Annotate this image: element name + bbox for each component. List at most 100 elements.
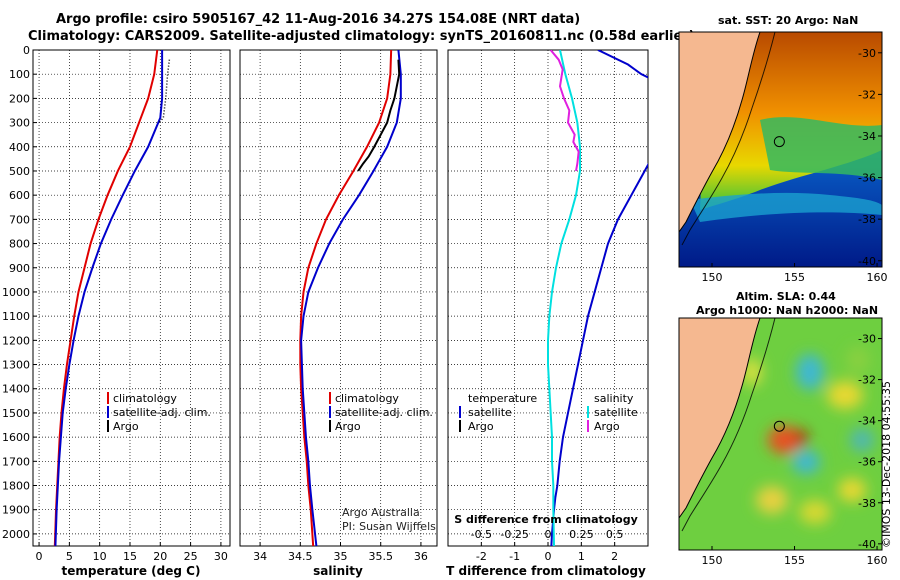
temperature-legend-satellite: satellite-adj. clim. xyxy=(113,406,211,419)
x-tick-label-0: 0 xyxy=(36,550,43,563)
lat-tick-label-5: -40 xyxy=(858,255,876,268)
sla-lat-ticks: -30 -32 -34 -36 -38 -40 xyxy=(858,333,882,551)
difference-axis-label: T difference from climatology xyxy=(446,564,646,578)
depth-tick-label-1700: 1700 xyxy=(2,455,30,468)
x2-tick-label-0: -0.5 xyxy=(471,528,492,541)
difference-legend-temperature-header: temperature xyxy=(468,392,537,405)
x2-tick-label-2: 0 xyxy=(545,528,552,541)
difference-legend-temp-argo: Argo xyxy=(468,420,494,433)
x-tick-label-2: 35 xyxy=(334,550,348,563)
x-tick-label-2: 10 xyxy=(93,550,107,563)
depth-tick-label-1800: 1800 xyxy=(2,480,30,493)
x-tick-label-6: 30 xyxy=(214,550,228,563)
series-line-temperature-satellite xyxy=(597,50,648,79)
difference-legend-sal-satellite: satellite xyxy=(594,406,638,419)
depth-axis: 0 100 200 300 400 500 600 700 800 900 1000 1100 1200… xyxy=(2,44,37,541)
credit-line-2: PI: Susan Wijffels xyxy=(342,520,436,533)
series-line-salinity-argo xyxy=(549,50,580,172)
depth-tick-label-1600: 1600 xyxy=(2,431,30,444)
salinity-axis-label: salinity xyxy=(313,564,363,578)
salinity-panel-frame xyxy=(239,49,438,547)
x-tick-label-4: 20 xyxy=(153,550,167,563)
depth-tick-label-1200: 1200 xyxy=(2,334,30,347)
sst-lon-ticks: 150 155 160 xyxy=(702,263,888,284)
difference-legend-salinity-header: salinity xyxy=(594,392,634,405)
depth-tick-label-100: 100 xyxy=(9,68,30,81)
lat-tick-label-0: -30 xyxy=(858,333,876,346)
imos-timestamp: ©IMOS 13-Dec-2018 04:55:35 xyxy=(880,381,893,548)
salinity-legend-climatology: climatology xyxy=(335,392,399,405)
lat-tick-label-2: -34 xyxy=(858,415,876,428)
lon-tick-label-0: 150 xyxy=(702,554,723,567)
lon-tick-label-2: 160 xyxy=(867,271,888,284)
title-line-2: Climatology: CARS2009. Satellite-adjuste… xyxy=(28,29,695,44)
x-tick-label-3: 1 xyxy=(578,550,585,563)
depth-tick-label-300: 300 xyxy=(9,117,30,130)
temperature-legend-climatology: climatology xyxy=(113,392,177,405)
sla-lon-ticks: 150 155 160 xyxy=(702,546,888,567)
temperature-legend-argo: Argo xyxy=(113,420,139,433)
lat-tick-label-3: -36 xyxy=(858,456,876,469)
sla-map: -30 -32 -34 -36 -38 -40 150 155 160 xyxy=(678,317,888,567)
x2-tick-label-4: 0.5 xyxy=(606,528,624,541)
depth-tick-label-400: 400 xyxy=(9,141,30,154)
series-line-climatology xyxy=(299,50,393,546)
depth-tick-label-2000: 2000 xyxy=(2,528,30,541)
x-tick-label-3: 35.5 xyxy=(368,550,393,563)
x-tick-label-5: 25 xyxy=(184,550,198,563)
depth-tick-label-1100: 1100 xyxy=(2,310,30,323)
difference-x-axis: -2 -1 0 1 2 -0.5 -0.25 0 0.25 0.5 xyxy=(471,528,624,563)
sst-map: -30 -32 -34 -36 -38 -40 150 155 160 xyxy=(678,31,888,284)
sla-map-title-line-1: Altim. SLA: 0.44 xyxy=(736,290,836,303)
depth-tick-label-1900: 1900 xyxy=(2,504,30,517)
lon-tick-label-0: 150 xyxy=(702,271,723,284)
x2-tick-label-3: 0.25 xyxy=(569,528,594,541)
depth-tick-label-700: 700 xyxy=(9,213,30,226)
depth-tick-label-600: 600 xyxy=(9,189,30,202)
x-tick-label-4: 36 xyxy=(414,550,428,563)
temperature-axis-label: temperature (deg C) xyxy=(62,564,201,578)
temperature-panel-frame xyxy=(32,49,231,547)
lon-tick-label-2: 160 xyxy=(867,554,888,567)
depth-tick-label-500: 500 xyxy=(9,165,30,178)
credit-block: Argo Australia PI: Susan Wijffels xyxy=(342,506,436,534)
credit-line-1: Argo Australia xyxy=(342,506,420,519)
sla-map-title-line-2: Argo h1000: NaN h2000: NaN xyxy=(696,304,879,317)
difference-legend-sal-argo: Argo xyxy=(594,420,620,433)
salinity-legend-satellite: satellite-adj. clim. xyxy=(335,406,433,419)
temperature-series xyxy=(53,50,171,546)
x-tick-label-1: 34.5 xyxy=(288,550,313,563)
depth-tick-label-1400: 1400 xyxy=(2,383,30,396)
series-line-argo xyxy=(357,59,401,172)
lon-tick-label-1: 155 xyxy=(784,271,805,284)
depth-tick-label-1000: 1000 xyxy=(2,286,30,299)
depth-tick-label-800: 800 xyxy=(9,238,30,251)
sst-map-title: sat. SST: 20 Argo: NaN xyxy=(718,14,859,27)
temperature-x-axis: 0 5 10 15 20 25 30 xyxy=(36,542,228,563)
difference-legend-temp-satellite: satellite xyxy=(468,406,512,419)
depth-tick-label-1300: 1300 xyxy=(2,359,30,372)
x2-tick-label-1: -0.25 xyxy=(500,528,528,541)
series-line-satellite-adj-clim- xyxy=(300,50,402,546)
sst-float-position-marker xyxy=(773,136,785,148)
salinity-legend-argo: Argo xyxy=(335,420,361,433)
series-line-salinity-satellite xyxy=(547,50,581,546)
salinity-legend: climatology satellite-adj. clim. Argo xyxy=(329,392,433,433)
lon-tick-label-1: 155 xyxy=(784,554,805,567)
depth-tick-label-900: 900 xyxy=(9,262,30,275)
x-tick-label-0: 34 xyxy=(253,550,267,563)
difference-grid xyxy=(448,49,648,546)
difference-series xyxy=(547,50,648,546)
salinity-x-axis: 34 34.5 35 35.5 36 xyxy=(253,542,428,563)
depth-tick-label-200: 200 xyxy=(9,92,30,105)
lat-tick-label-3: -36 xyxy=(858,172,876,185)
difference-legend: temperature satellite Argo salinity sate… xyxy=(459,392,638,433)
title-line-1: Argo profile: csiro 5905167_42 11-Aug-20… xyxy=(56,12,581,27)
x-tick-label-4: 2 xyxy=(611,550,618,563)
x-tick-label-2: 0 xyxy=(545,550,552,563)
x-tick-label-1: 5 xyxy=(66,550,73,563)
lat-tick-label-2: -34 xyxy=(858,130,876,143)
lat-tick-label-1: -32 xyxy=(858,374,876,387)
temperature-legend: climatology satellite-adj. clim. Argo xyxy=(107,392,211,433)
